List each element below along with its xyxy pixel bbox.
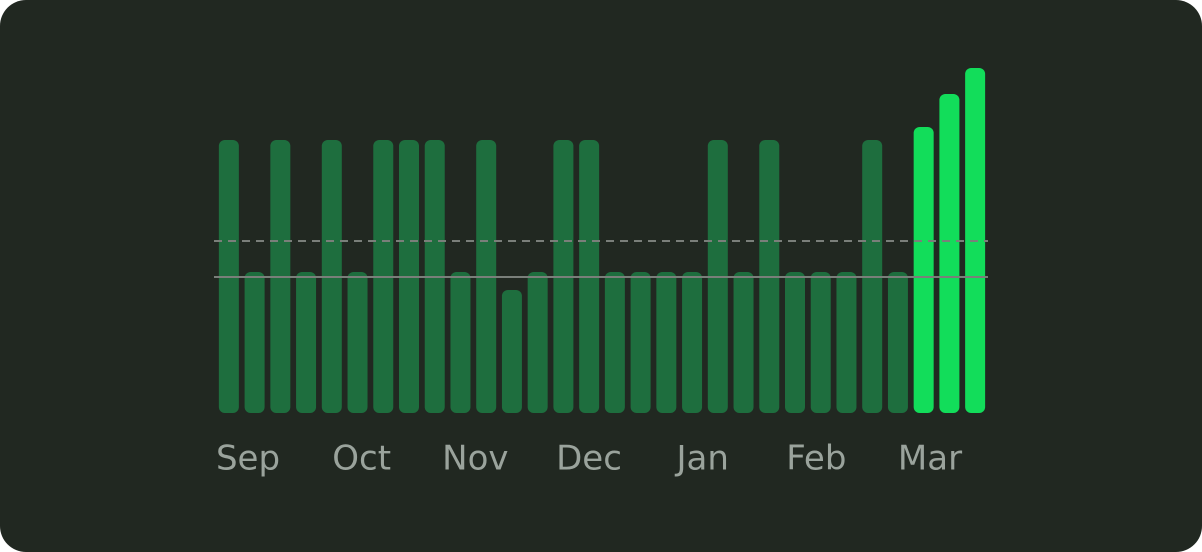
bar — [733, 272, 754, 413]
bar — [785, 272, 805, 413]
bar — [810, 272, 831, 413]
bar — [347, 272, 368, 413]
x-label: Jan — [674, 439, 728, 479]
bar — [887, 272, 908, 413]
bar — [296, 272, 317, 413]
bar — [836, 272, 857, 413]
bar — [682, 272, 703, 413]
bar — [244, 272, 265, 413]
bar — [656, 272, 677, 413]
x-label: Feb — [786, 439, 846, 479]
bar — [604, 272, 625, 413]
bar — [501, 290, 522, 413]
x-label: Nov — [442, 439, 508, 479]
x-label: Mar — [898, 439, 962, 479]
x-label: Oct — [332, 439, 391, 479]
bar — [939, 94, 960, 413]
bar — [527, 272, 548, 413]
x-label: Sep — [216, 439, 280, 479]
x-label: Dec — [556, 439, 622, 479]
bar — [913, 127, 934, 413]
bar — [450, 272, 471, 413]
bar — [630, 272, 651, 413]
